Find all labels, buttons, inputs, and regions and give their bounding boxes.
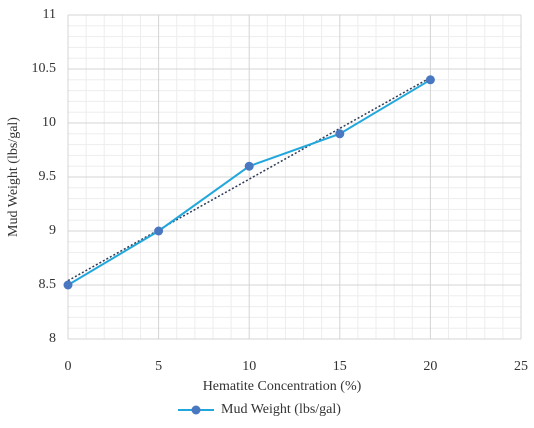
- x-tick-label: 20: [423, 359, 437, 374]
- legend-label: Mud Weight (lbs/gal): [221, 402, 341, 417]
- y-tick-label: 8.5: [39, 277, 57, 292]
- y-tick-label: 11: [43, 7, 56, 22]
- x-tick-label: 10: [242, 359, 256, 374]
- data-point: [335, 129, 345, 139]
- x-tick-label: 5: [155, 359, 162, 374]
- legend-marker: [191, 405, 201, 415]
- y-tick-label: 9.5: [39, 169, 57, 184]
- y-tick-label: 10.5: [32, 61, 57, 76]
- y-tick-label: 9: [49, 223, 56, 238]
- x-tick-label: 15: [333, 359, 347, 374]
- trendline: [67, 76, 431, 282]
- y-axis-title: Mud Weight (lbs/gal): [6, 117, 21, 237]
- x-tick-label: 25: [514, 359, 528, 374]
- data-point: [425, 75, 435, 85]
- data-point: [154, 226, 164, 236]
- x-tick-label: 0: [65, 359, 72, 374]
- data-point: [244, 161, 254, 171]
- y-tick-label: 10: [42, 115, 56, 130]
- x-axis-title: Hematite Concentration (%): [203, 379, 362, 394]
- data-point: [63, 280, 73, 290]
- y-tick-label: 8: [49, 331, 56, 346]
